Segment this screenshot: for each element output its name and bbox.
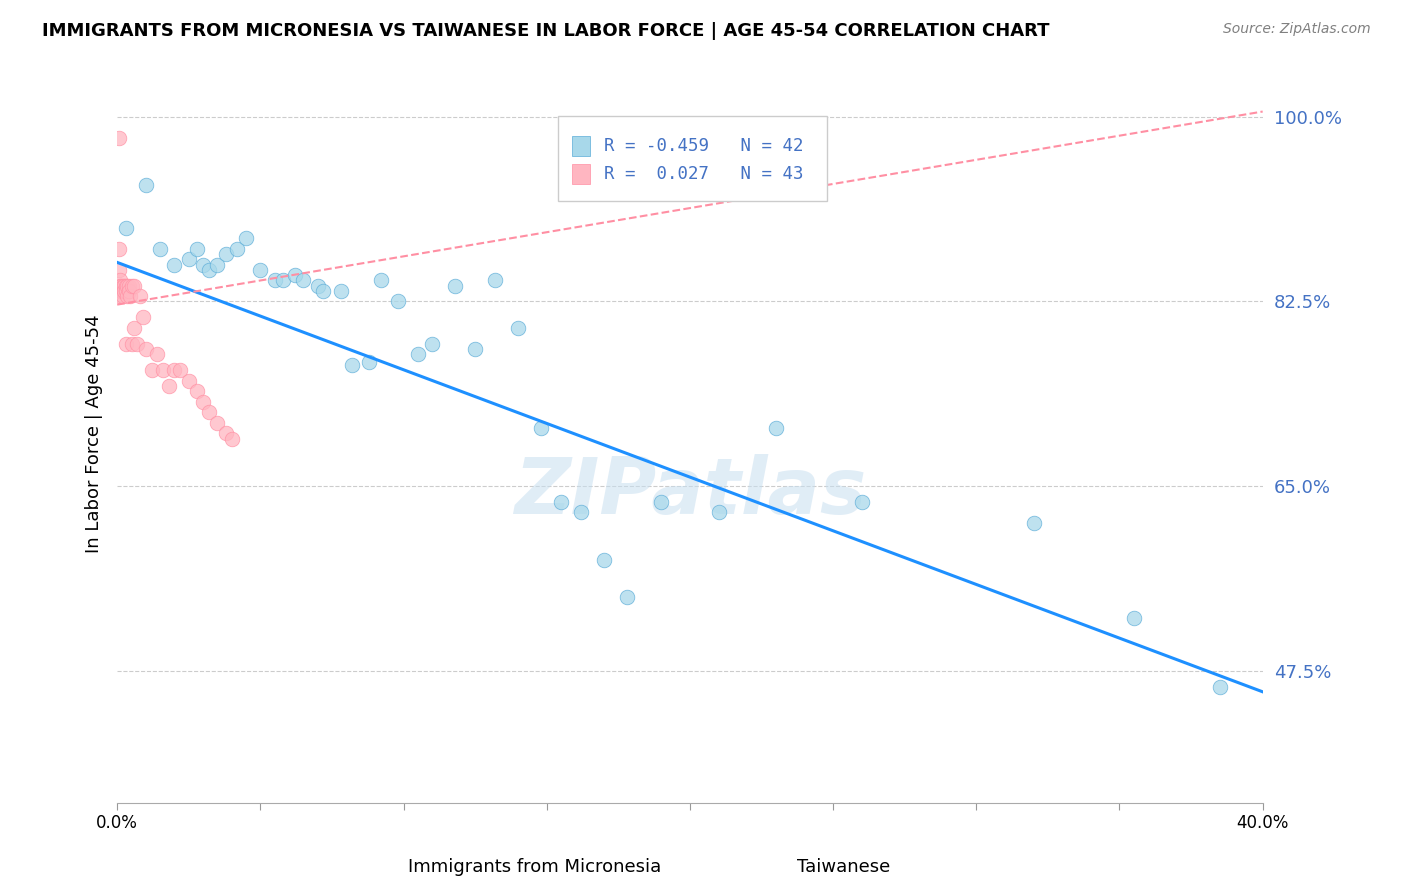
Point xyxy=(121,278,143,293)
Point xyxy=(226,242,249,256)
Point xyxy=(107,242,129,256)
Point xyxy=(111,289,134,303)
Point xyxy=(146,347,169,361)
Point xyxy=(135,178,157,193)
Bar xyxy=(572,136,591,155)
Point xyxy=(329,284,352,298)
Point xyxy=(177,252,200,267)
Point xyxy=(198,262,221,277)
Point xyxy=(263,273,285,287)
Text: R =  0.027   N = 43: R = 0.027 N = 43 xyxy=(605,165,803,183)
Bar xyxy=(572,163,591,184)
Point xyxy=(117,278,139,293)
Point xyxy=(616,590,638,604)
Point xyxy=(420,336,443,351)
Point xyxy=(370,273,392,287)
Point xyxy=(444,278,467,293)
Point xyxy=(108,289,131,303)
Point xyxy=(152,363,174,377)
Point xyxy=(359,354,381,368)
Point xyxy=(127,336,149,351)
Point xyxy=(169,363,191,377)
Point xyxy=(117,284,139,298)
Point xyxy=(191,258,214,272)
Point xyxy=(1122,611,1144,625)
Point xyxy=(215,426,238,441)
Text: Taiwanese: Taiwanese xyxy=(797,858,890,876)
Point xyxy=(121,336,143,351)
Bar xyxy=(558,116,827,201)
Point xyxy=(112,284,135,298)
Point xyxy=(115,278,138,293)
Point xyxy=(191,394,214,409)
Point xyxy=(149,242,172,256)
Point xyxy=(550,495,572,509)
Point xyxy=(307,278,329,293)
Point xyxy=(112,278,135,293)
Point xyxy=(593,553,616,567)
Point xyxy=(114,220,136,235)
Point xyxy=(530,421,553,435)
Point xyxy=(110,284,132,298)
Point xyxy=(124,321,146,335)
Point xyxy=(406,347,429,361)
Point xyxy=(387,294,409,309)
Point xyxy=(249,262,271,277)
Point xyxy=(292,273,315,287)
Y-axis label: In Labor Force | Age 45-54: In Labor Force | Age 45-54 xyxy=(86,314,103,553)
Text: Source: ZipAtlas.com: Source: ZipAtlas.com xyxy=(1223,22,1371,37)
Point xyxy=(207,258,229,272)
Point xyxy=(114,284,136,298)
Point xyxy=(107,262,129,277)
Point xyxy=(851,495,873,509)
Point xyxy=(207,416,229,430)
Point xyxy=(163,258,186,272)
Point xyxy=(484,273,506,287)
Point xyxy=(1209,680,1232,694)
Point xyxy=(111,278,134,293)
Point xyxy=(115,289,138,303)
Point xyxy=(221,432,243,446)
Point xyxy=(569,506,592,520)
Point xyxy=(1022,516,1045,530)
Point xyxy=(284,268,307,282)
Point xyxy=(157,379,180,393)
Point xyxy=(108,278,131,293)
Point xyxy=(132,310,155,325)
Point xyxy=(215,247,238,261)
Point xyxy=(108,284,131,298)
Point xyxy=(340,358,363,372)
Point xyxy=(107,131,129,145)
Point xyxy=(114,336,136,351)
Point xyxy=(111,284,134,298)
Point xyxy=(506,321,529,335)
Text: Immigrants from Micronesia: Immigrants from Micronesia xyxy=(408,858,661,876)
Point xyxy=(235,231,257,245)
Point xyxy=(186,242,208,256)
Point xyxy=(707,506,730,520)
Point xyxy=(177,374,200,388)
Point xyxy=(163,363,186,377)
Point xyxy=(650,495,672,509)
Point xyxy=(271,273,294,287)
Point xyxy=(120,289,142,303)
Point xyxy=(765,421,787,435)
Point xyxy=(312,284,335,298)
Point xyxy=(114,278,136,293)
Point xyxy=(141,363,163,377)
Point xyxy=(198,405,221,419)
Point xyxy=(135,342,157,356)
Text: R = -0.459   N = 42: R = -0.459 N = 42 xyxy=(605,136,803,154)
Text: ZIPatlas: ZIPatlas xyxy=(513,454,866,531)
Point xyxy=(129,289,152,303)
Text: IMMIGRANTS FROM MICRONESIA VS TAIWANESE IN LABOR FORCE | AGE 45-54 CORRELATION C: IMMIGRANTS FROM MICRONESIA VS TAIWANESE … xyxy=(42,22,1050,40)
Point xyxy=(464,342,486,356)
Point xyxy=(110,278,132,293)
Point xyxy=(108,273,131,287)
Point xyxy=(186,384,208,398)
Point xyxy=(124,278,146,293)
